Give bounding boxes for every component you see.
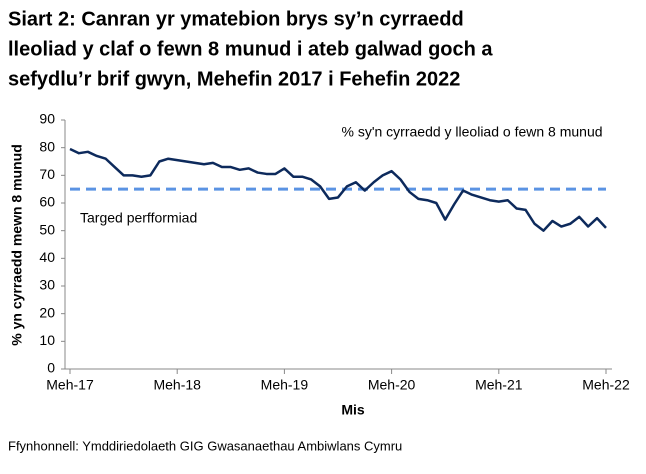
y-tick-label: 30 xyxy=(39,277,55,293)
y-tick-label: 60 xyxy=(39,194,55,210)
y-tick-label: 40 xyxy=(39,249,55,265)
series-label: % sy'n cyrraedd y lleoliad o fewn 8 munu… xyxy=(341,124,602,140)
x-tick-label: Meh-20 xyxy=(368,377,416,393)
x-tick-label: Meh-17 xyxy=(46,377,94,393)
y-tick-label: 10 xyxy=(39,332,55,348)
y-tick-label: 20 xyxy=(39,304,55,320)
y-tick-label: 90 xyxy=(39,111,55,127)
y-tick-label: 50 xyxy=(39,221,55,237)
chart-title: lleoliad y claf o fewn 8 munud i ateb ga… xyxy=(8,38,493,60)
chart-title: Siart 2: Canran yr ymatebion brys sy’n c… xyxy=(8,8,464,30)
x-axis-label: Mis xyxy=(341,402,365,418)
x-tick-label: Meh-22 xyxy=(582,377,630,393)
target-label: Targed perfformiad xyxy=(80,210,197,226)
x-tick-label: Meh-21 xyxy=(475,377,523,393)
y-tick-label: 0 xyxy=(47,360,55,376)
x-tick-label: Meh-18 xyxy=(153,377,201,393)
chart-title: sefydlu’r brif gwyn, Mehefin 2017 i Fehe… xyxy=(8,68,460,90)
y-tick-label: 80 xyxy=(39,138,55,154)
data-line xyxy=(69,147,607,232)
source: Ffynhonnell: Ymddiriedolaeth GIG Gwasana… xyxy=(8,438,402,453)
x-tick-label: Meh-19 xyxy=(261,377,309,393)
y-axis-label: % yn cyrraedd mewn 8 munud xyxy=(9,144,25,346)
y-tick-label: 70 xyxy=(39,166,55,182)
